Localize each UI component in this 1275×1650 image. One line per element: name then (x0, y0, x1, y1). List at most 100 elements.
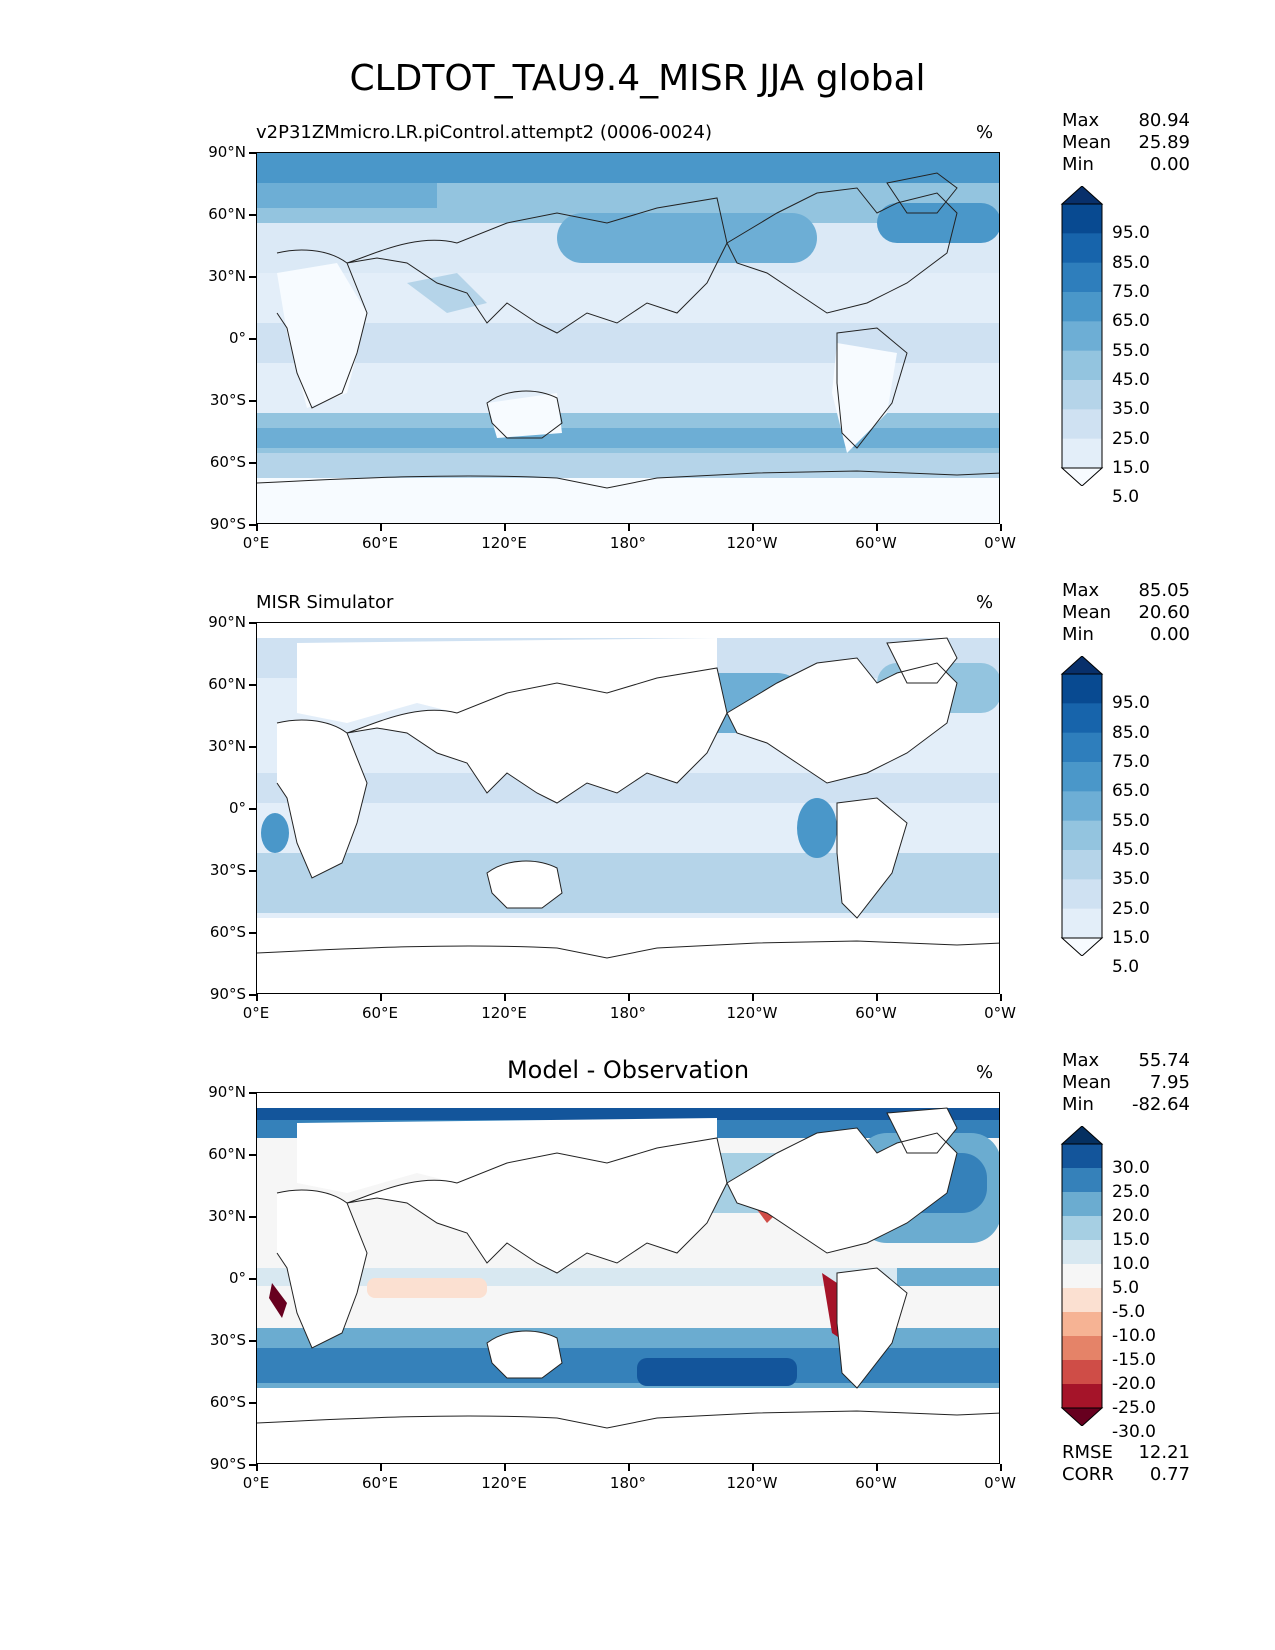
tick-mark (752, 994, 754, 1001)
colorbar-tick-label: 15.0 (1112, 1230, 1150, 1250)
lon-tick-label: 0°W (984, 534, 1016, 552)
colorbar-segment (1062, 1312, 1102, 1337)
lat-tick-label: 90°N (208, 1083, 246, 1101)
stat-value: 55.74 (1138, 1050, 1190, 1071)
tick-mark (249, 1340, 256, 1342)
lon-tick-label: 180° (609, 534, 647, 552)
colorbar (1060, 186, 1104, 486)
colorbar-segment (1062, 1360, 1102, 1385)
tick-mark (504, 994, 506, 1001)
lon-tick-label: 120°E (481, 1004, 527, 1022)
colorbar-outline (1061, 203, 1103, 469)
stat-label: Min (1062, 154, 1094, 175)
colorbar-segment (1062, 1144, 1102, 1169)
tick-mark (256, 524, 258, 531)
lon-tick-label: 120°E (481, 534, 527, 552)
stat-value: 12.21 (1138, 1442, 1190, 1463)
colorbar-outline (1061, 1143, 1103, 1409)
panel-title: v2P31ZMmicro.LR.piControl.attempt2 (0006… (256, 122, 712, 143)
tick-mark (249, 152, 256, 154)
units-label: % (976, 592, 994, 613)
lat-tick-label: 30°N (208, 267, 246, 285)
lat-tick-label: 60°N (208, 675, 246, 693)
tick-mark (249, 214, 256, 216)
stat-value: 0.77 (1149, 1464, 1190, 1485)
colorbar-segment (1062, 732, 1102, 763)
tick-mark (504, 1464, 506, 1471)
tick-mark (249, 338, 256, 340)
tick-mark (249, 1278, 256, 1280)
stat-value: 80.94 (1138, 110, 1190, 131)
lat-tick-label: 30°S (209, 1331, 246, 1349)
panel-title: Model - Observation (506, 1056, 750, 1084)
lon-tick-label: 180° (609, 1004, 647, 1022)
colorbar-tick-label: 5.0 (1112, 487, 1140, 508)
stats-block: Max 85.05 Mean 20.60 Min 0.00 (1062, 580, 1190, 646)
colorbar-tick-label: 45.0 (1112, 840, 1150, 860)
lat-tick-label: 30°N (208, 737, 246, 755)
lat-tick-label: 0° (228, 799, 246, 817)
tick-mark (249, 808, 256, 810)
colorbar-segment (1062, 1168, 1102, 1193)
colorbar-tick-label: 25.0 (1112, 428, 1150, 449)
panel-model: v2P31ZMmicro.LR.piControl.attempt2 (0006… (0, 110, 1275, 592)
colorbar-tick-label: 15.0 (1112, 928, 1150, 948)
lat-tick-label: 60°S (209, 1393, 246, 1411)
colorbar-tick-label: -10.0 (1112, 1326, 1156, 1346)
colorbar-segment (1062, 762, 1102, 792)
colorbar-tick-label: 75.0 (1112, 282, 1150, 302)
stat-value: 25.89 (1138, 132, 1190, 153)
colorbar-outline (1061, 673, 1103, 939)
colorbar-segment (1062, 380, 1102, 410)
colorbar-segment (1062, 850, 1102, 880)
tick-mark (1000, 994, 1002, 1001)
lon-tick-label: 180° (609, 1474, 647, 1492)
lon-tick-label: 0°E (242, 534, 270, 552)
tick-mark (628, 1464, 630, 1471)
lon-tick-label: 0°W (984, 1474, 1016, 1492)
tick-mark (752, 1464, 754, 1471)
units-label: % (976, 1062, 994, 1083)
tick-mark (249, 1154, 256, 1156)
colorbar (1060, 656, 1104, 956)
colorbar-tick-label: 85.0 (1112, 722, 1150, 743)
stat-label: RMSE (1062, 1442, 1113, 1463)
map-plot (256, 152, 1000, 524)
map-plot (256, 1092, 1000, 1464)
colorbar-segment (1062, 1288, 1102, 1313)
lat-tick-label: 90°S (209, 985, 246, 1003)
colorbar-tick-label: 20.0 (1112, 1206, 1150, 1226)
colorbar-tick-label: 25.0 (1112, 1182, 1150, 1202)
lat-tick-label: 60°S (209, 923, 246, 941)
tick-mark (249, 1216, 256, 1218)
stats-block: Max 55.74 Mean 7.95 Min -82.64 (1062, 1050, 1190, 1116)
colorbar-tick-label: 5.0 (1112, 957, 1140, 978)
lat-tick-label: 30°S (209, 861, 246, 879)
stat-label: Min (1062, 624, 1094, 645)
lon-tick-label: 60°W (855, 1004, 897, 1022)
tick-mark (249, 1464, 256, 1466)
tick-mark (876, 994, 878, 1001)
colorbar-tick-label: 95.0 (1112, 693, 1150, 714)
lat-tick-label: 90°S (209, 1455, 246, 1473)
colorbar-extend-min (1060, 1407, 1104, 1426)
stat-value: -82.64 (1131, 1094, 1190, 1115)
map-plot (256, 622, 1000, 994)
tick-mark (249, 524, 256, 526)
colorbar-tick-label: 10.0 (1112, 1254, 1150, 1274)
tick-mark (1000, 524, 1002, 531)
stat-label: Mean (1062, 132, 1112, 153)
colorbar-segment (1062, 791, 1102, 822)
lat-tick-label: 90°N (208, 143, 246, 161)
colorbar-tick-label: 95.0 (1112, 223, 1150, 244)
colorbar-tick-label: 85.0 (1112, 252, 1150, 273)
tick-mark (256, 1464, 258, 1471)
stat-value: 85.05 (1138, 580, 1190, 601)
map-field (257, 1093, 999, 1463)
colorbar-tick-label: 75.0 (1112, 752, 1150, 772)
lat-tick-label: 90°N (208, 613, 246, 631)
tick-mark (876, 1464, 878, 1471)
stat-value: 7.95 (1149, 1072, 1190, 1093)
tick-mark (1000, 1464, 1002, 1471)
figure-title: CLDTOT_TAU9.4_MISR JJA global (349, 58, 926, 99)
